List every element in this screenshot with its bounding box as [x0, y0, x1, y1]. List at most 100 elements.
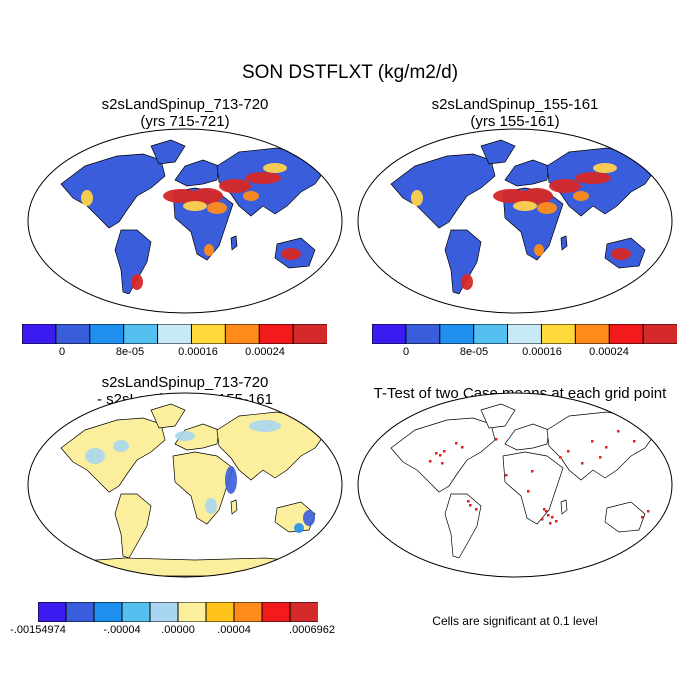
significant-cell: [417, 566, 420, 569]
continent-samerica: [444, 493, 482, 559]
colorbar-swatch: [205, 602, 235, 622]
significant-cell: [617, 430, 620, 433]
continent-samerica: [114, 493, 152, 559]
map-top-left: [25, 126, 345, 316]
panel-subtitle: (yrs 715-721): [140, 113, 230, 130]
continent-namerica: [60, 153, 166, 229]
dust-hotspot: [534, 244, 544, 256]
map-top-right: [355, 126, 675, 316]
colorbar-swatch: [177, 602, 207, 622]
map-border: [27, 392, 343, 578]
dust-hotspot: [163, 189, 199, 203]
continent-africa: [172, 451, 234, 525]
colorbar-top-right: [372, 324, 677, 344]
continent-greenland: [480, 403, 516, 429]
colorbar-label: 0.00024: [245, 346, 285, 358]
dust-hotspot: [191, 188, 223, 204]
colorbar-swatch: [473, 324, 509, 344]
significant-cell: [581, 462, 584, 465]
continent-antarctica: [391, 294, 645, 312]
dust-hotspot: [521, 188, 553, 204]
significant-cell: [605, 446, 608, 449]
colorbar-swatch: [507, 324, 543, 344]
map-border: [27, 128, 343, 314]
colorbar-top-left: [22, 324, 327, 344]
colorbar-label: 0.00024: [589, 346, 629, 358]
dust-hotspot: [537, 202, 557, 214]
dust-hotspot: [573, 191, 589, 201]
dust-hotspot: [243, 191, 259, 201]
significant-cell: [441, 462, 444, 465]
colorbar-swatch: [439, 324, 475, 344]
colorbar-label: 8e-05: [115, 346, 145, 358]
panel-title: s2sLandSpinup_713-720: [101, 96, 269, 113]
significant-cell: [435, 452, 438, 455]
dust-hotspot: [411, 190, 423, 206]
significant-cell: [555, 520, 558, 523]
continent-australia: [274, 501, 316, 533]
continent-madagascar: [560, 235, 568, 251]
colorbar-swatch: [258, 324, 295, 344]
colorbar-swatch: [292, 324, 327, 344]
dust-hotspot: [575, 172, 611, 184]
continent-africa: [502, 451, 564, 525]
continent-australia: [604, 501, 646, 533]
significant-cell: [549, 522, 552, 525]
difference-patch: [175, 431, 195, 441]
colorbar-swatch: [405, 324, 441, 344]
colorbar-label: 0: [402, 346, 410, 358]
colorbar-label: 0: [58, 346, 66, 358]
significant-cell: [527, 490, 530, 493]
colorbar-swatch: [55, 324, 91, 344]
significant-cell: [443, 450, 446, 453]
dust-hotspot: [263, 163, 287, 173]
significant-cell: [599, 456, 602, 459]
panel-title: s2sLandSpinup_713-720: [101, 374, 269, 391]
dust-hotspot: [493, 189, 529, 203]
significant-cell: [461, 446, 464, 449]
colorbar-swatch: [22, 324, 57, 344]
colorbar-swatch: [123, 324, 159, 344]
panel-subtitle: (yrs 155-161): [470, 113, 560, 130]
dust-hotspot: [183, 201, 207, 211]
significant-cell: [467, 500, 470, 503]
colorbar-bottom-left: [38, 602, 318, 622]
colorbar-label: 0.00016: [522, 346, 562, 358]
difference-patch: [249, 420, 281, 432]
dust-hotspot: [461, 274, 473, 290]
difference-patch: [113, 440, 129, 452]
colorbar-swatch: [157, 324, 193, 344]
panel-title-top-left: s2sLandSpinup_713-720 (yrs 715-721): [25, 96, 345, 130]
continent-antarctica: [60, 557, 316, 577]
colorbar-swatch: [121, 602, 151, 622]
continent-madagascar: [560, 499, 568, 515]
continent-namerica: [390, 153, 496, 229]
significant-cell: [543, 508, 546, 511]
significant-cell: [495, 438, 498, 441]
dust-hotspot: [611, 248, 631, 260]
significant-cell: [567, 450, 570, 453]
significant-cell: [475, 508, 478, 511]
dust-hotspot: [81, 190, 93, 206]
dust-hotspot: [245, 172, 281, 184]
significant-cell: [439, 454, 442, 457]
continent-namerica: [390, 417, 496, 493]
significant-cell: [545, 510, 548, 513]
colorbar-label: 8e-05: [459, 346, 489, 358]
significant-cell: [541, 518, 544, 521]
continent-antarctica: [61, 294, 315, 312]
significant-cell: [469, 504, 472, 507]
continent-greenland: [480, 139, 516, 165]
significant-cell: [455, 442, 458, 445]
colorbar-swatch: [261, 602, 291, 622]
significant-cell: [641, 516, 644, 519]
difference-patch: [85, 448, 105, 464]
colorbar-label: .00000: [161, 624, 195, 636]
dust-hotspot: [281, 248, 301, 260]
map-bottom-left: [25, 390, 345, 580]
colorbar-label: -.00004: [103, 624, 141, 636]
dust-hotspot: [219, 179, 251, 193]
continent-antarctica: [391, 558, 645, 576]
significant-cell: [531, 470, 534, 473]
continent-namerica: [60, 417, 166, 493]
